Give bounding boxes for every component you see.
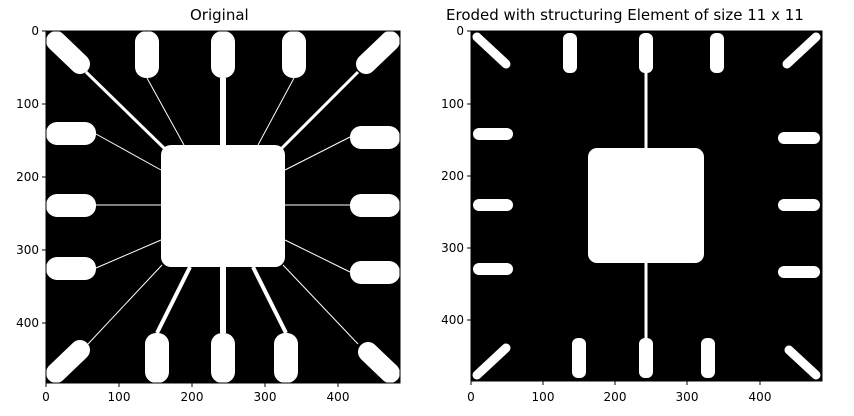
pad-left-3: [46, 257, 96, 280]
y-tick-label: 0: [31, 24, 39, 38]
pad-left-2: [473, 199, 513, 211]
pad-right-3: [350, 261, 400, 284]
x-tick-label: 300: [254, 390, 277, 404]
pad-left-3: [473, 263, 513, 275]
panel-original: 0 100 200 300 400 0 100 200 300 400: [16, 24, 401, 404]
y-tick-label: 100: [441, 97, 464, 111]
x-tick-label: 100: [532, 390, 555, 404]
pad-right-3: [778, 266, 820, 278]
x-tick-label: 0: [42, 390, 50, 404]
pad-bottom-3: [274, 333, 298, 383]
pad-top-3: [710, 33, 724, 73]
pad-top-2: [211, 31, 235, 78]
pad-right-1: [778, 132, 820, 144]
pad-top-2: [639, 33, 653, 73]
pad-left-1: [473, 128, 513, 140]
pad-bottom-1: [145, 333, 169, 383]
y-axis: 0 100 200 300 400: [16, 24, 46, 330]
bond-wires: [84, 70, 360, 345]
image-content: [473, 33, 820, 378]
panel-1-title: Original: [190, 6, 249, 24]
x-tick-label: 200: [181, 390, 204, 404]
x-tick-label: 400: [749, 390, 772, 404]
x-tick-label: 300: [676, 390, 699, 404]
x-axis: 0 100 200 300 400: [42, 383, 349, 404]
corner-pads: [472, 32, 821, 380]
panel-eroded: 0 100 200 300 400 0 100 200 300 400: [441, 24, 823, 404]
x-axis: 0 100 200 300 400: [467, 381, 771, 404]
pad-top-1: [563, 33, 577, 73]
x-tick-label: 100: [108, 390, 131, 404]
y-tick-label: 100: [16, 97, 39, 111]
axes-frame: [470, 30, 823, 382]
pad-right-2: [778, 199, 820, 211]
pad-left-2: [46, 194, 96, 217]
panel-2-title: Eroded with structuring Element of size …: [446, 6, 804, 24]
pad-bottom-3: [701, 338, 715, 378]
y-tick-label: 200: [441, 169, 464, 183]
pad-top-3: [282, 31, 306, 78]
y-tick-label: 300: [16, 243, 39, 257]
pad-right-1: [350, 126, 400, 149]
axes-frame: [45, 30, 401, 384]
x-tick-label: 0: [467, 390, 475, 404]
pad-bottom-2: [639, 338, 653, 378]
pad-top-1: [135, 31, 159, 78]
pad-left-1: [46, 122, 96, 145]
y-tick-label: 400: [16, 316, 39, 330]
y-tick-label: 0: [456, 24, 464, 38]
die-pad: [161, 145, 285, 267]
pad-right-2: [350, 194, 400, 217]
y-axis: 0 100 200 300 400: [441, 24, 471, 327]
y-tick-label: 300: [441, 241, 464, 255]
corner-pads: [46, 31, 400, 383]
die-pad: [588, 148, 704, 263]
x-tick-label: 200: [604, 390, 627, 404]
y-tick-label: 400: [441, 313, 464, 327]
image-content: [46, 31, 400, 383]
x-tick-label: 400: [327, 390, 350, 404]
pad-bottom-1: [572, 338, 586, 378]
y-tick-label: 200: [16, 170, 39, 184]
pad-bottom-2: [211, 333, 235, 383]
